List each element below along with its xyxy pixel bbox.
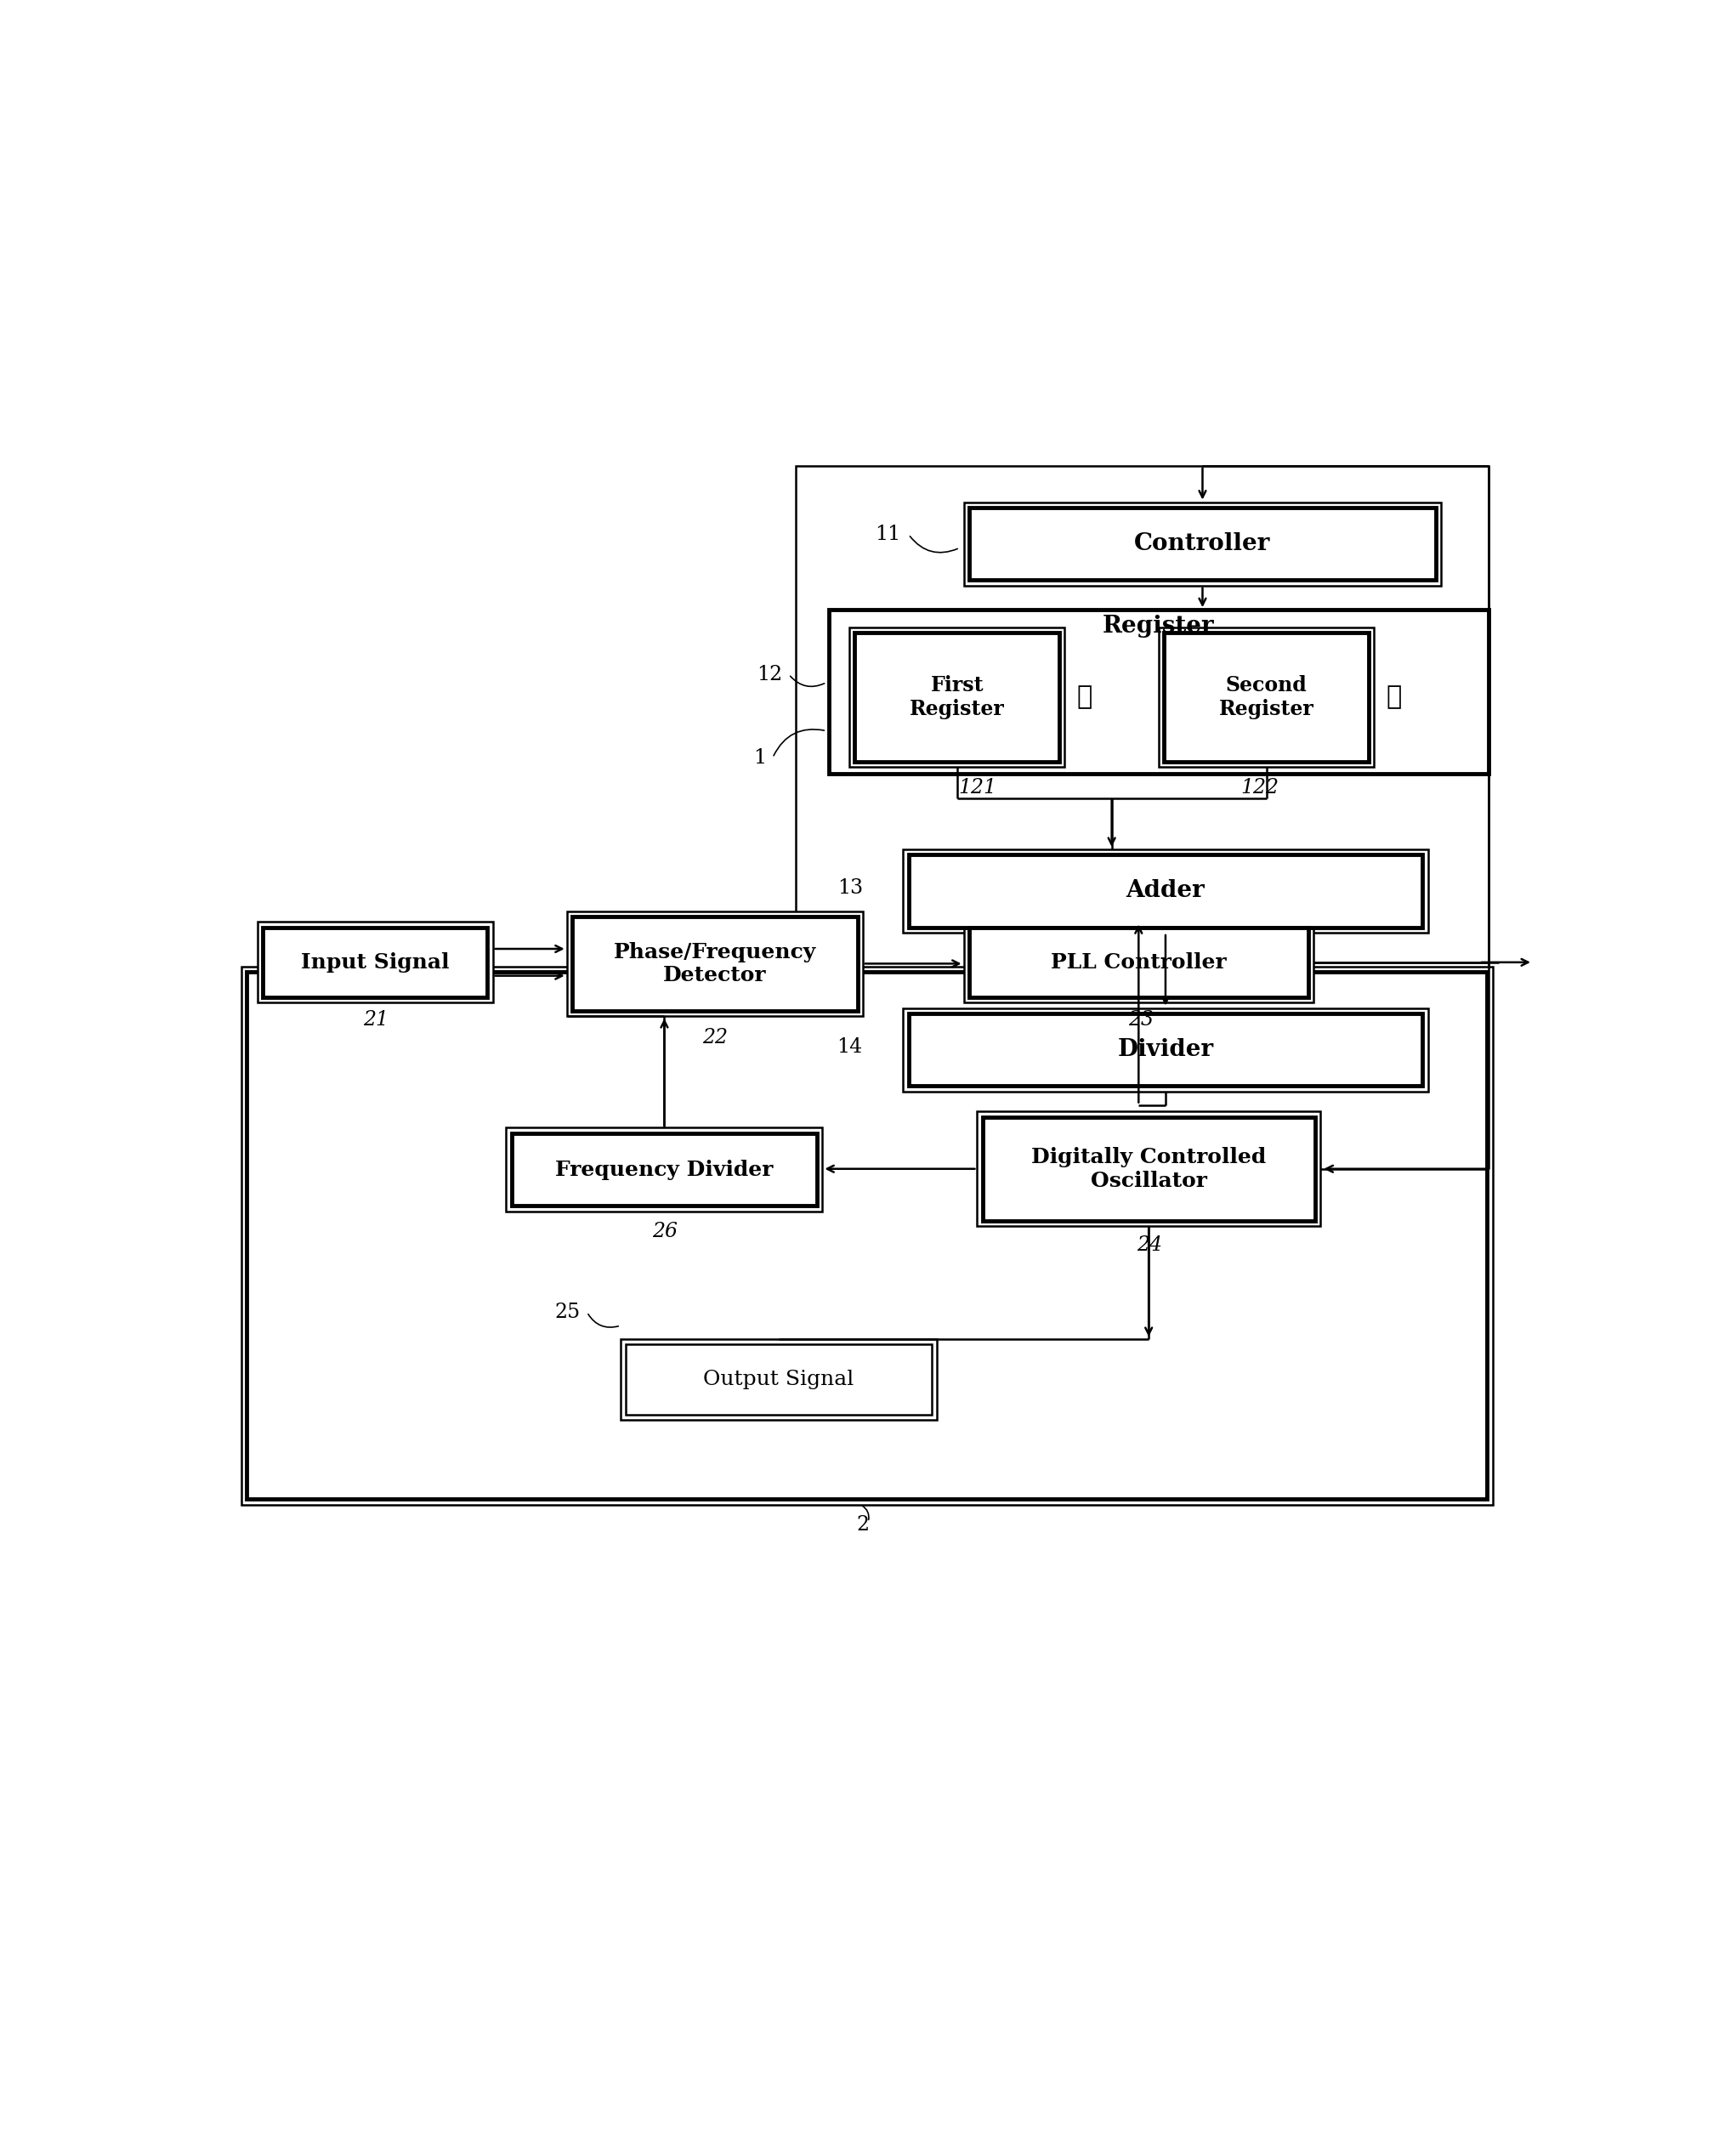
- Text: 24: 24: [1137, 1235, 1161, 1254]
- Bar: [969, 507, 1436, 580]
- Text: Controller: Controller: [1134, 533, 1271, 554]
- Bar: [963, 922, 1314, 1004]
- Text: 121: 121: [958, 777, 996, 798]
- Text: Phase/Frequency
Detector: Phase/Frequency Detector: [613, 942, 816, 987]
- Text: Divider: Divider: [1118, 1038, 1213, 1061]
- Bar: [977, 1111, 1319, 1226]
- Text: 26: 26: [653, 1222, 677, 1241]
- Text: 25: 25: [554, 1303, 580, 1323]
- Bar: [849, 627, 1064, 768]
- Text: Input Signal: Input Signal: [300, 952, 450, 972]
- Text: Register: Register: [1102, 614, 1215, 638]
- Text: 11: 11: [875, 524, 901, 544]
- Text: 23: 23: [1128, 1010, 1154, 1029]
- Text: ⋯: ⋯: [1387, 685, 1403, 710]
- Bar: [262, 927, 488, 997]
- Bar: [512, 1134, 818, 1205]
- Bar: [566, 912, 863, 1016]
- Bar: [627, 1344, 932, 1415]
- Text: Output Signal: Output Signal: [703, 1370, 854, 1389]
- Bar: [983, 1117, 1314, 1220]
- Bar: [573, 916, 858, 1010]
- Bar: [1158, 627, 1375, 768]
- Bar: [908, 854, 1422, 927]
- Text: First
Register: First Register: [910, 676, 1005, 719]
- Bar: [963, 503, 1441, 586]
- Text: 12: 12: [757, 666, 781, 685]
- Bar: [241, 967, 1493, 1504]
- Bar: [830, 610, 1488, 775]
- Text: 2: 2: [856, 1515, 870, 1534]
- Bar: [903, 1008, 1427, 1091]
- Text: 21: 21: [363, 1010, 389, 1029]
- Bar: [908, 1014, 1422, 1087]
- Bar: [247, 972, 1488, 1500]
- Bar: [507, 1128, 823, 1211]
- Text: 13: 13: [837, 880, 863, 899]
- Text: PLL Controller: PLL Controller: [1050, 952, 1226, 972]
- Text: Second
Register: Second Register: [1219, 676, 1314, 719]
- Text: Digitally Controlled
Oscillator: Digitally Controlled Oscillator: [1031, 1147, 1266, 1190]
- Text: ⋯: ⋯: [1076, 685, 1092, 710]
- Bar: [621, 1340, 937, 1419]
- Text: Frequency Divider: Frequency Divider: [556, 1160, 773, 1179]
- Bar: [903, 850, 1427, 933]
- Text: 122: 122: [1241, 777, 1279, 798]
- Text: 14: 14: [837, 1038, 863, 1057]
- Text: 1: 1: [753, 749, 766, 768]
- Bar: [969, 927, 1309, 997]
- Text: Adder: Adder: [1127, 880, 1205, 903]
- Bar: [257, 922, 493, 1004]
- Bar: [1165, 633, 1368, 762]
- Text: 22: 22: [701, 1027, 727, 1046]
- Bar: [795, 467, 1488, 1141]
- Bar: [854, 633, 1059, 762]
